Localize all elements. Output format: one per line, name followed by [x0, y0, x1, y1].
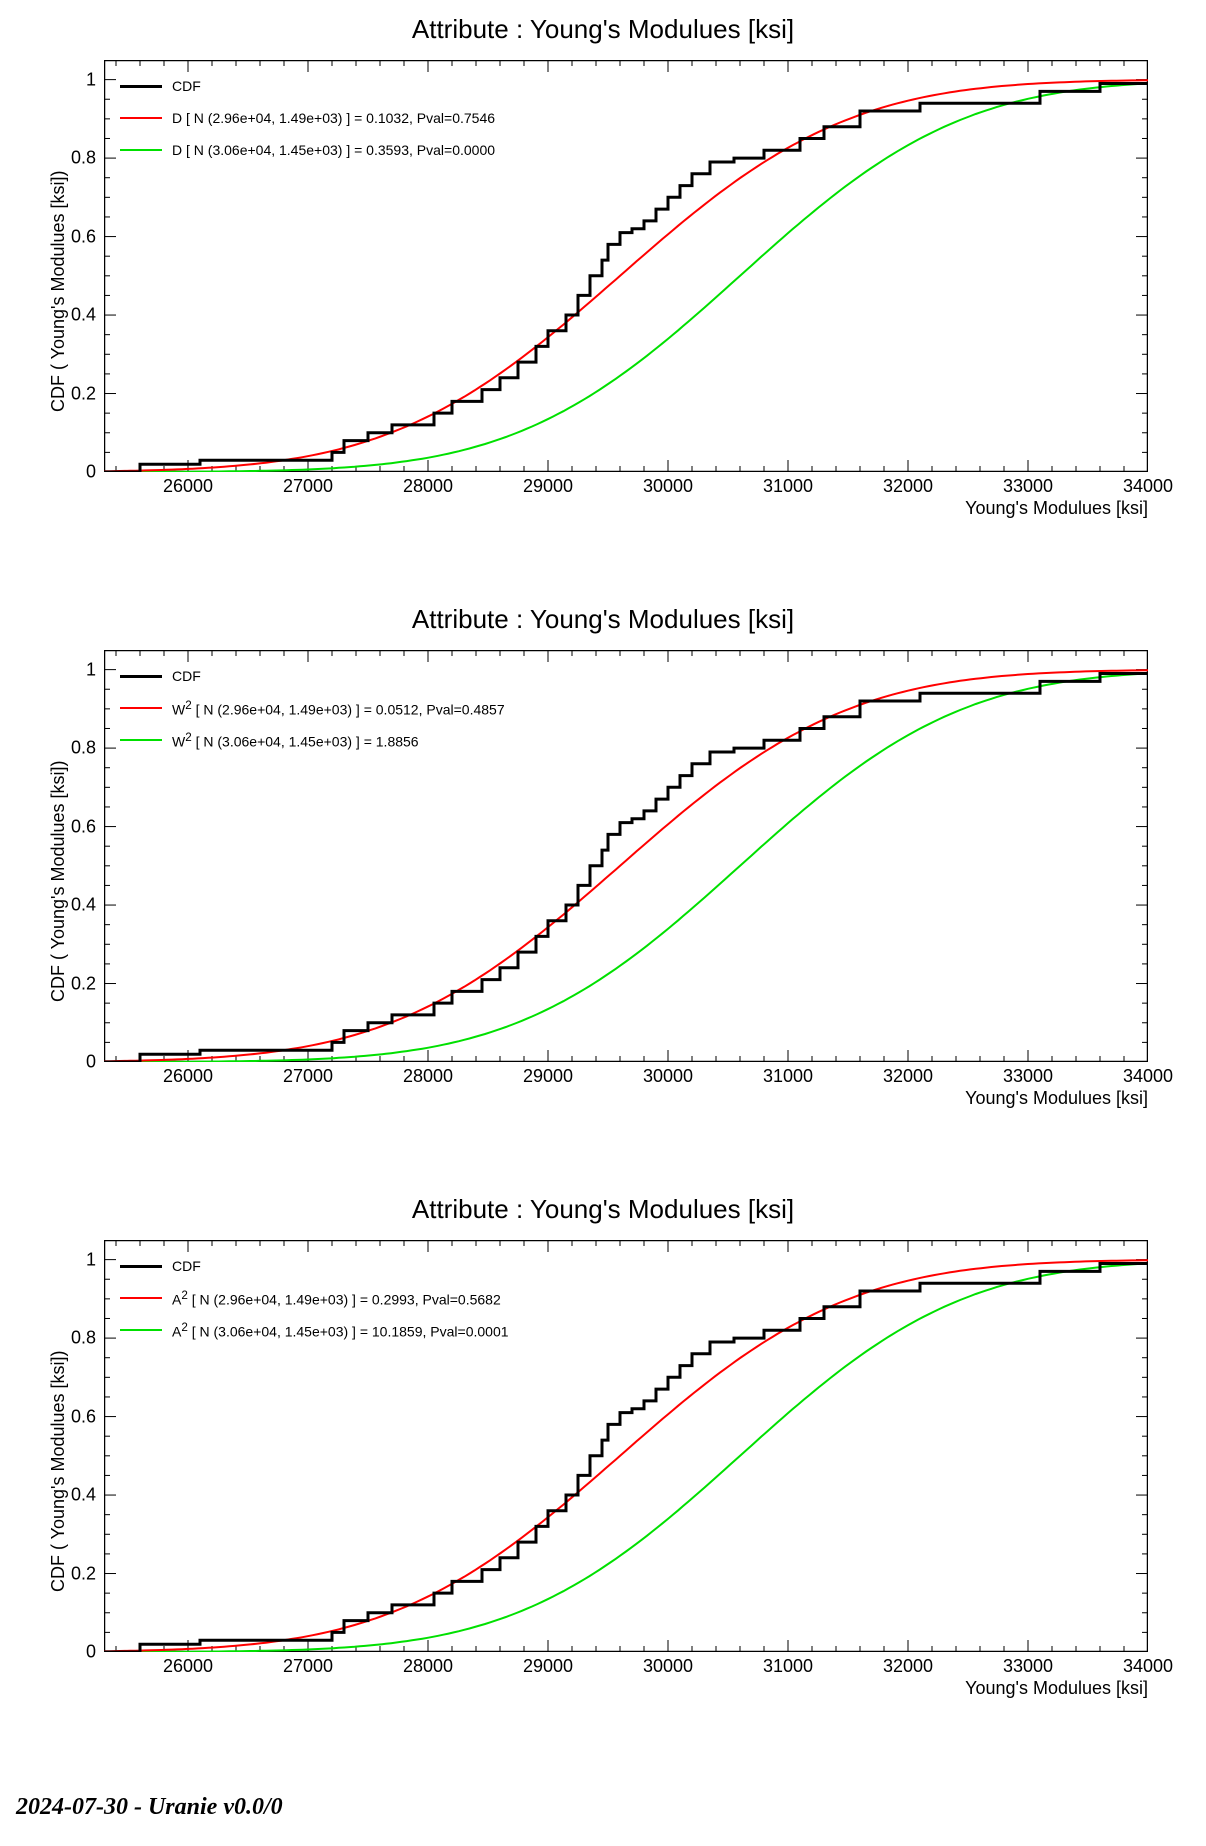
x-axis-label: Young's Modulues [ksi]: [965, 498, 1148, 519]
panels-container: Attribute : Young's Modulues [ksi] 26000 2…: [0, 10, 1206, 1760]
y-tick-label: 1: [86, 69, 96, 90]
legend-text: A2 [ N (3.06e+04, 1.45e+03) ] = 10.1859,…: [172, 1321, 509, 1340]
chart-panel: Attribute : Young's Modulues [ksi] 26000 2…: [0, 1190, 1206, 1760]
y-tick-label: 1: [86, 659, 96, 680]
chart-panel: Attribute : Young's Modulues [ksi] 26000 2…: [0, 10, 1206, 580]
legend-row: W2 [ N (3.06e+04, 1.45e+03) ] = 1.8856: [120, 724, 505, 756]
legend-text: CDF: [172, 1258, 201, 1274]
y-tick-label: 0.2: [71, 973, 96, 994]
legend-swatch: [120, 85, 162, 88]
page-root: Attribute : Young's Modulues [ksi] 26000 2…: [0, 0, 1206, 1835]
x-tick-label: 33000: [1003, 1656, 1053, 1677]
x-tick-label: 31000: [763, 476, 813, 497]
legend-swatch: [120, 117, 162, 119]
x-tick-label: 33000: [1003, 476, 1053, 497]
y-tick-label: 0.2: [71, 383, 96, 404]
y-tick-label: 0.2: [71, 1563, 96, 1584]
legend-text: D [ N (2.96e+04, 1.49e+03) ] = 0.1032, P…: [172, 110, 495, 126]
legend: CDF W2 [ N (2.96e+04, 1.49e+03) ] = 0.051…: [120, 660, 505, 756]
x-tick-label: 29000: [523, 1656, 573, 1677]
panel-title: Attribute : Young's Modulues [ksi]: [0, 1194, 1206, 1225]
x-tick-label: 27000: [283, 476, 333, 497]
panel-title: Attribute : Young's Modulues [ksi]: [0, 14, 1206, 45]
x-tick-label: 26000: [163, 476, 213, 497]
legend-row: CDF: [120, 660, 505, 692]
x-tick-label: 26000: [163, 1656, 213, 1677]
x-tick-label: 28000: [403, 1656, 453, 1677]
x-tick-label: 28000: [403, 476, 453, 497]
y-tick-label: 0.6: [71, 226, 96, 247]
y-tick-label: 0.8: [71, 148, 96, 169]
x-tick-label: 30000: [643, 1066, 693, 1087]
x-tick-label: 30000: [643, 476, 693, 497]
legend-swatch: [120, 1265, 162, 1268]
legend-text: D [ N (3.06e+04, 1.45e+03) ] = 0.3593, P…: [172, 142, 495, 158]
legend-text: W2 [ N (3.06e+04, 1.45e+03) ] = 1.8856: [172, 731, 419, 750]
x-tick-label: 27000: [283, 1656, 333, 1677]
y-tick-label: 0: [86, 1642, 96, 1663]
x-axis-label: Young's Modulues [ksi]: [965, 1678, 1148, 1699]
legend: CDF D [ N (2.96e+04, 1.49e+03) ] = 0.1032…: [120, 70, 495, 166]
y-tick-label: 0.4: [71, 895, 96, 916]
y-axis-label: CDF ( Young's Modulues [ksi]): [48, 760, 69, 1002]
x-tick-label: 27000: [283, 1066, 333, 1087]
x-tick-label: 32000: [883, 1066, 933, 1087]
legend-row: CDF: [120, 1250, 509, 1282]
x-axis-label: Young's Modulues [ksi]: [965, 1088, 1148, 1109]
legend-row: A2 [ N (3.06e+04, 1.45e+03) ] = 10.1859,…: [120, 1314, 509, 1346]
y-tick-label: 0.4: [71, 305, 96, 326]
legend: CDF A2 [ N (2.96e+04, 1.49e+03) ] = 0.299…: [120, 1250, 509, 1346]
legend-swatch: [120, 739, 162, 741]
y-tick-label: 0.4: [71, 1485, 96, 1506]
legend-row: CDF: [120, 70, 495, 102]
legend-row: W2 [ N (2.96e+04, 1.49e+03) ] = 0.0512, …: [120, 692, 505, 724]
x-tick-label: 28000: [403, 1066, 453, 1087]
legend-swatch: [120, 1297, 162, 1299]
x-tick-label: 26000: [163, 1066, 213, 1087]
chart-panel: Attribute : Young's Modulues [ksi] 26000 2…: [0, 600, 1206, 1170]
legend-row: A2 [ N (2.96e+04, 1.49e+03) ] = 0.2993, …: [120, 1282, 509, 1314]
legend-swatch: [120, 707, 162, 709]
y-tick-label: 0: [86, 462, 96, 483]
y-tick-label: 0.6: [71, 816, 96, 837]
legend-text: A2 [ N (2.96e+04, 1.49e+03) ] = 0.2993, …: [172, 1289, 501, 1308]
legend-swatch: [120, 1329, 162, 1331]
x-tick-label: 33000: [1003, 1066, 1053, 1087]
x-tick-label: 32000: [883, 476, 933, 497]
y-tick-label: 0.8: [71, 738, 96, 759]
x-tick-label: 34000: [1123, 1656, 1173, 1677]
x-tick-label: 34000: [1123, 1066, 1173, 1087]
y-axis-label: CDF ( Young's Modulues [ksi]): [48, 170, 69, 412]
panel-title: Attribute : Young's Modulues [ksi]: [0, 604, 1206, 635]
x-tick-label: 34000: [1123, 476, 1173, 497]
y-tick-label: 0.8: [71, 1328, 96, 1349]
legend-swatch: [120, 675, 162, 678]
legend-row: D [ N (2.96e+04, 1.49e+03) ] = 0.1032, P…: [120, 102, 495, 134]
x-tick-label: 31000: [763, 1066, 813, 1087]
legend-text: CDF: [172, 668, 201, 684]
legend-text: CDF: [172, 78, 201, 94]
x-tick-label: 29000: [523, 476, 573, 497]
footer-text: 2024-07-30 - Uranie v0.0/0: [0, 1780, 1206, 1835]
y-axis-label: CDF ( Young's Modulues [ksi]): [48, 1350, 69, 1592]
legend-row: D [ N (3.06e+04, 1.45e+03) ] = 0.3593, P…: [120, 134, 495, 166]
x-tick-label: 30000: [643, 1656, 693, 1677]
legend-text: W2 [ N (2.96e+04, 1.49e+03) ] = 0.0512, …: [172, 699, 505, 718]
x-tick-label: 32000: [883, 1656, 933, 1677]
y-tick-label: 0.6: [71, 1406, 96, 1427]
x-tick-label: 29000: [523, 1066, 573, 1087]
x-tick-label: 31000: [763, 1656, 813, 1677]
legend-swatch: [120, 149, 162, 151]
y-tick-label: 0: [86, 1052, 96, 1073]
y-tick-label: 1: [86, 1249, 96, 1270]
